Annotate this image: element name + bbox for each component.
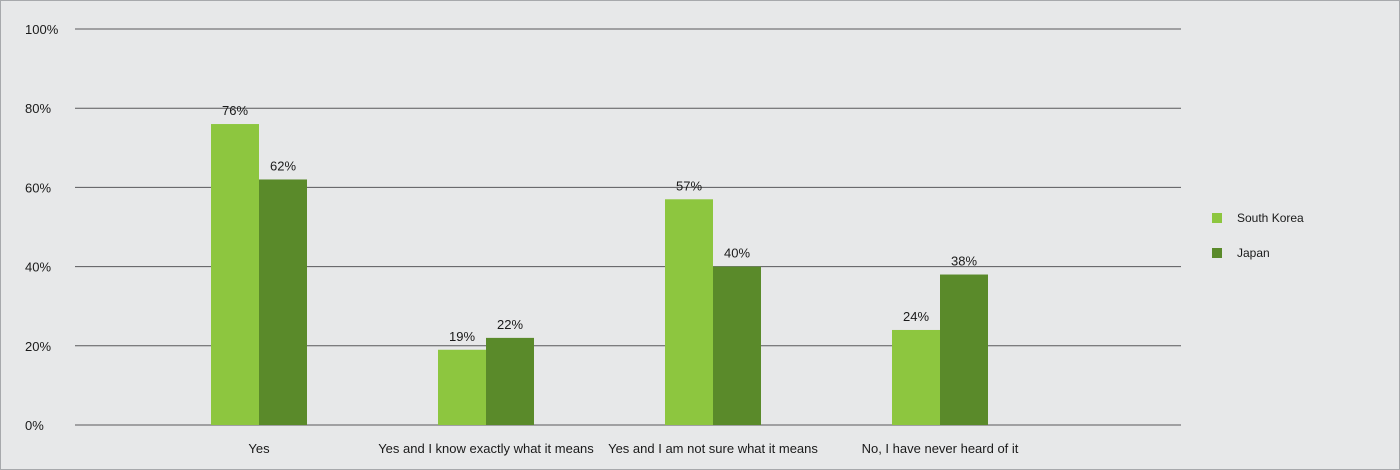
legend: South Korea Japan [1212, 211, 1304, 260]
legend-swatch [1212, 213, 1222, 223]
bar-japan [713, 266, 761, 425]
bar-south-korea [211, 124, 259, 425]
bar-south-korea [438, 349, 486, 425]
data-label: 76% [222, 103, 248, 118]
legend-label: Japan [1237, 246, 1270, 260]
category-label: Yes and I am not sure what it means [608, 441, 818, 456]
data-label: 24% [903, 309, 929, 324]
y-tick-label: 80% [25, 101, 51, 116]
legend-label: South Korea [1237, 211, 1304, 225]
bar-japan [486, 337, 534, 425]
category-label: Yes and I know exactly what it means [378, 441, 594, 456]
data-label: 62% [270, 158, 296, 173]
bar-japan [940, 274, 988, 425]
data-label: 22% [497, 317, 523, 332]
data-label: 38% [951, 254, 977, 269]
bar-south-korea [665, 199, 713, 425]
data-label: 40% [724, 246, 750, 261]
data-labels: 76% 62% 19% 22% 57% 40% 24% 38% [222, 103, 977, 344]
category-label: Yes [248, 441, 270, 456]
data-label: 19% [449, 329, 475, 344]
y-tick-label: 60% [25, 180, 51, 195]
bar-japan [259, 179, 307, 425]
legend-swatch [1212, 248, 1222, 258]
category-label: No, I have never heard of it [862, 441, 1019, 456]
bars [211, 124, 988, 425]
bar-south-korea [892, 329, 940, 425]
y-tick-label: 40% [25, 260, 51, 275]
y-tick-label: 100% [25, 22, 59, 37]
y-tick-label: 20% [25, 339, 51, 354]
data-label: 57% [676, 178, 702, 193]
y-tick-label: 0% [25, 418, 44, 433]
x-axis-category-labels: Yes Yes and I know exactly what it means Y… [248, 441, 1018, 456]
y-axis-tick-labels: 0% 20% 40% 60% 80% 100% [25, 22, 59, 433]
